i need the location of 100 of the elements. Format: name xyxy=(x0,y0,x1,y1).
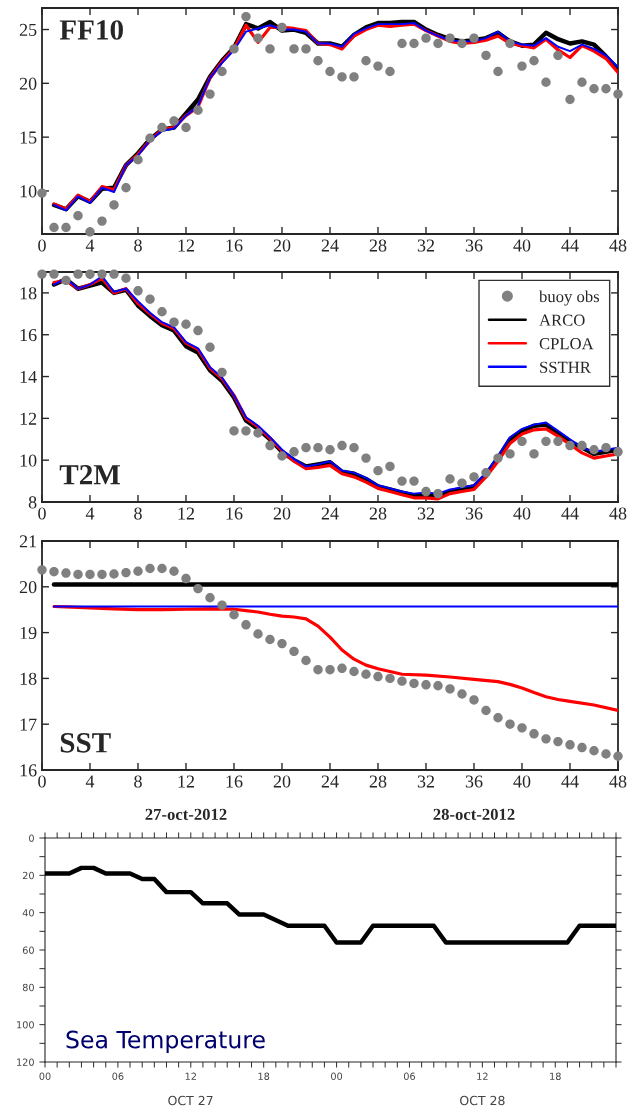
point xyxy=(109,200,119,210)
x-tick-label: 36 xyxy=(465,239,483,252)
point xyxy=(373,61,383,71)
x-tick-label: 36 xyxy=(465,775,483,788)
x-tick-label: 0 xyxy=(38,239,46,252)
point xyxy=(541,436,551,447)
x-tick-label: 4 xyxy=(85,507,95,520)
point xyxy=(469,695,479,705)
point xyxy=(97,216,107,226)
y-tick-label: 14 xyxy=(20,370,37,383)
y-tick-label: 16 xyxy=(20,329,37,342)
point xyxy=(205,89,215,99)
y-tick-label: 20 xyxy=(19,581,37,594)
point xyxy=(337,440,347,451)
legend-label: SSTHR xyxy=(540,361,591,373)
x-tick-label: 06 xyxy=(112,1072,124,1080)
point xyxy=(49,222,59,233)
point xyxy=(433,488,443,499)
x-tick-label: 18 xyxy=(550,1072,561,1080)
y-tick-label: 20 xyxy=(22,871,34,880)
y-tick-label: 19 xyxy=(20,626,37,640)
y-tick-label: 15 xyxy=(20,131,37,144)
y-tick-label: 17 xyxy=(20,718,37,731)
point xyxy=(85,227,95,237)
x-tick-label: 28 xyxy=(369,775,387,788)
x-tick-label: 24 xyxy=(321,507,339,520)
line-series xyxy=(45,865,616,945)
y-tick-label: 20 xyxy=(19,77,37,90)
point xyxy=(217,66,227,77)
x-tick-label: 44 xyxy=(561,507,579,520)
point xyxy=(133,286,143,296)
text: T2M xyxy=(59,464,120,485)
point xyxy=(193,583,203,594)
x-tick-label: 16 xyxy=(226,507,243,520)
x-tick-label: 44 xyxy=(561,775,579,788)
y-tick-label: 18 xyxy=(20,287,37,300)
text: SST xyxy=(60,733,111,753)
y-tick-label: 100 xyxy=(17,1021,34,1029)
point xyxy=(61,222,71,233)
x-tick-label: 20 xyxy=(273,239,291,252)
point xyxy=(73,269,83,279)
point xyxy=(193,105,203,115)
point xyxy=(385,66,395,77)
point xyxy=(145,563,155,574)
point xyxy=(217,367,227,378)
x-tick-label: 24 xyxy=(321,775,339,788)
point xyxy=(157,307,167,317)
point xyxy=(433,38,443,49)
x-tick-label: 48 xyxy=(609,507,627,520)
point xyxy=(313,442,323,453)
point xyxy=(445,684,455,694)
point xyxy=(373,465,383,476)
point xyxy=(397,476,407,486)
point xyxy=(505,719,515,729)
y-tick-label: 10 xyxy=(20,454,37,467)
text: 27-oct-2012 xyxy=(145,808,227,820)
legend-label: ARCO xyxy=(539,314,585,326)
point xyxy=(397,676,407,686)
x-tick-label: 32 xyxy=(417,239,435,252)
point xyxy=(121,273,131,283)
point xyxy=(493,453,503,463)
point xyxy=(241,426,251,436)
point xyxy=(157,122,167,133)
x-tick-label: 44 xyxy=(561,239,579,252)
point xyxy=(193,325,203,336)
point xyxy=(169,317,179,327)
legend-label: CPLOA xyxy=(539,338,594,350)
y-tick-label: 120 xyxy=(17,1058,34,1066)
point xyxy=(409,38,419,49)
x-tick-label: 12 xyxy=(477,1072,488,1080)
point xyxy=(397,38,407,49)
x-tick-label: 0 xyxy=(38,507,46,520)
x-tick-label: 00 xyxy=(39,1072,51,1080)
x-tick-label: 48 xyxy=(609,239,627,252)
line-series xyxy=(52,604,618,713)
point xyxy=(229,44,239,54)
point xyxy=(529,729,539,739)
point xyxy=(601,749,611,759)
point xyxy=(589,746,599,756)
point xyxy=(337,663,347,674)
point xyxy=(589,84,599,94)
point xyxy=(589,445,599,455)
text: 28-oct-2012 xyxy=(433,808,515,820)
point xyxy=(349,442,359,453)
point xyxy=(169,566,179,576)
point xyxy=(577,440,587,451)
y-tick-label: 60 xyxy=(22,946,34,954)
point xyxy=(481,50,491,61)
point xyxy=(553,436,563,447)
point xyxy=(445,474,455,484)
point xyxy=(253,428,263,438)
x-tick-label: 40 xyxy=(513,239,531,252)
point xyxy=(85,569,95,580)
point xyxy=(253,33,263,43)
x-tick-label: 12 xyxy=(178,239,195,252)
point xyxy=(61,275,71,286)
point xyxy=(61,568,71,578)
annotation: Sea Temperature xyxy=(66,1030,265,1054)
point xyxy=(349,666,359,677)
x-tick-label: 18 xyxy=(258,1072,270,1080)
